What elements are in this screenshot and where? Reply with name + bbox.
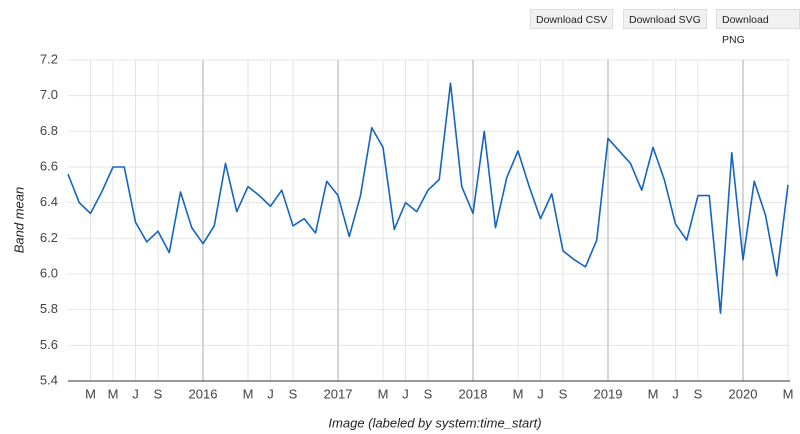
download-svg-button[interactable]: Download SVG: [623, 9, 707, 29]
x-tick-label: 2018: [459, 386, 488, 401]
x-tick-label: M: [85, 386, 96, 401]
y-tick-label: 5.6: [40, 337, 58, 352]
x-tick-label: 2019: [594, 386, 623, 401]
y-tick-label: 6.2: [40, 230, 58, 245]
x-tick-label: S: [154, 386, 163, 401]
x-tick-label: 2020: [729, 386, 758, 401]
y-tick-label: 5.8: [40, 301, 58, 316]
x-tick-label: M: [378, 386, 389, 401]
x-tick-label: J: [267, 386, 274, 401]
x-tick-label: S: [424, 386, 433, 401]
x-tick-label: M: [243, 386, 254, 401]
download-png-button[interactable]: Download PNG: [716, 9, 800, 46]
plot-background: [68, 60, 790, 381]
x-tick-label: J: [537, 386, 544, 401]
download-csv-button[interactable]: Download CSV: [530, 9, 614, 29]
data-line: [67, 82, 789, 315]
x-tick-label: 2016: [189, 386, 218, 401]
x-tick-label: S: [289, 386, 298, 401]
x-tick-label: S: [559, 386, 568, 401]
y-tick-label: 5.4: [40, 372, 58, 387]
x-tick-label: J: [672, 386, 679, 401]
x-tick-label: J: [132, 386, 139, 401]
x-tick-label: J: [402, 386, 409, 401]
x-tick-label: M: [648, 386, 659, 401]
x-tick-label: M: [108, 386, 119, 401]
x-axis-label: Image (labeled by system:time_start): [328, 415, 541, 430]
x-tick-label: 2017: [324, 386, 353, 401]
y-tick-label: 7.2: [40, 51, 58, 66]
y-tick-label: 6.8: [40, 123, 58, 138]
x-tick-label: S: [694, 386, 703, 401]
x-tick-label: M: [783, 386, 794, 401]
x-tick-label: M: [513, 386, 524, 401]
y-tick-label: 6.0: [40, 265, 58, 280]
y-tick-label: 7.0: [40, 87, 58, 102]
y-tick-label: 6.6: [40, 158, 58, 173]
y-axis-label: Band mean: [11, 187, 26, 254]
y-tick-label: 6.4: [40, 194, 58, 209]
